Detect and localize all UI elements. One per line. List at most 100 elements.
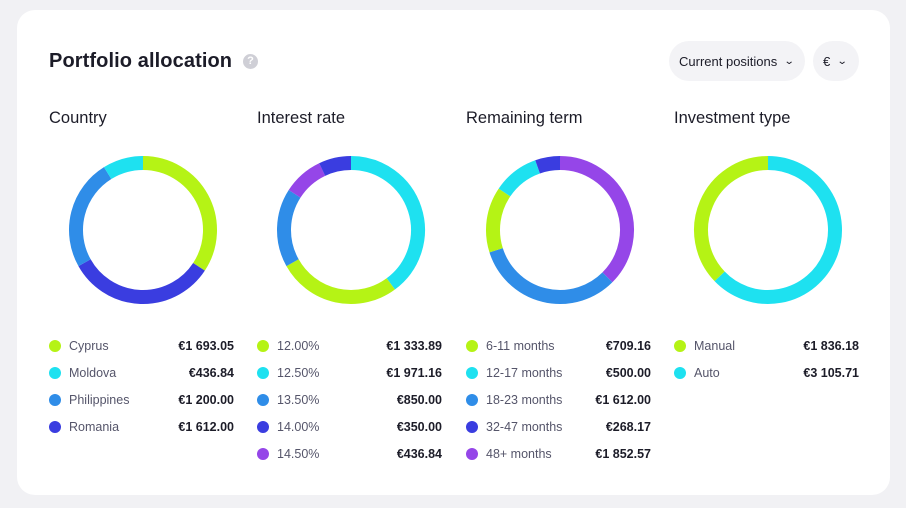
legend-value: €350.00: [396, 419, 442, 434]
legend-item[interactable]: 14.50% €436.84: [257, 440, 442, 467]
legend-value: €1 200.00: [178, 392, 234, 407]
donut-segment-12-17-months[interactable]: [498, 160, 541, 197]
legend-value: €500.00: [605, 365, 651, 380]
country-donut-chart: [69, 156, 217, 304]
legend-dot-icon: [257, 420, 269, 433]
legend-item[interactable]: Philippines €1 200.00: [49, 386, 234, 413]
donut-segment-philippines[interactable]: [69, 167, 112, 267]
legend-item[interactable]: 13.50% €850.00: [257, 386, 442, 413]
legend-value: €709.16: [605, 338, 651, 353]
legend-label: Romania: [69, 419, 120, 434]
donut-segment-cyprus[interactable]: [142, 156, 217, 271]
legend-item[interactable]: Romania €1 612.00: [49, 413, 234, 440]
legend-dot-icon: [466, 366, 478, 379]
legend-value: €1 693.05: [178, 338, 234, 353]
donut-segment-13-50[interactable]: [277, 190, 301, 267]
legend-label: 12.50%: [277, 365, 320, 380]
legend-value: €268.17: [605, 419, 651, 434]
legend-item[interactable]: Moldova €436.84: [49, 359, 234, 386]
legend-dot-icon: [49, 393, 61, 406]
positions-dropdown-label: Current positions: [679, 53, 778, 69]
legend-dot-icon: [257, 339, 269, 352]
donut-segment-18-23-months[interactable]: [489, 247, 613, 304]
legend-value: €1 852.57: [595, 446, 651, 461]
donut-segment-6-11-months[interactable]: [486, 188, 511, 253]
legend-item[interactable]: 32-47 months €268.17: [466, 413, 651, 440]
legend-dot-icon: [49, 420, 61, 433]
donut-segment-moldova[interactable]: [103, 156, 144, 180]
legend-dot-icon: [49, 339, 61, 352]
donut-segment-48-months[interactable]: [559, 156, 634, 283]
legend-item[interactable]: 14.00% €350.00: [257, 413, 442, 440]
legend-label: 32-47 months: [486, 419, 563, 434]
legend-value: €436.84: [188, 365, 234, 380]
donut-segment-manual[interactable]: [694, 156, 769, 282]
legend-dot-icon: [257, 393, 269, 406]
legend-value: €1 971.16: [386, 365, 442, 380]
legend-label: 18-23 months: [486, 392, 563, 407]
legend-dot-icon: [674, 339, 686, 352]
section-title: Country: [49, 109, 107, 127]
legend-item[interactable]: 12-17 months €500.00: [466, 359, 651, 386]
interest-rate-legend: 12.00% €1 333.89 12.50% €1 971.16 13.50% €850…: [257, 332, 442, 467]
donut-segment-32-47-months[interactable]: [535, 156, 561, 174]
legend-label: Philippines: [69, 392, 130, 407]
legend-value: €1 333.89: [386, 338, 442, 353]
legend-dot-icon: [49, 366, 61, 379]
donut-segment-14-00[interactable]: [319, 156, 352, 176]
investment-type-donut-chart: [694, 156, 842, 304]
currency-dropdown-label: €: [823, 53, 831, 69]
country-section: Country Cyprus €1 693.05 Moldova €436.84 Phi…: [49, 108, 249, 478]
country-legend: Cyprus €1 693.05 Moldova €436.84 Philippines…: [49, 332, 234, 440]
legend-dot-icon: [257, 366, 269, 379]
remaining-term-donut-chart: [486, 156, 634, 304]
legend-value: €1 836.18: [803, 338, 859, 353]
positions-dropdown[interactable]: Current positions ⌄: [669, 41, 805, 81]
legend-item[interactable]: 18-23 months €1 612.00: [466, 386, 651, 413]
chevron-down-icon: ⌄: [836, 55, 848, 67]
donut-segment-12-50[interactable]: [350, 156, 425, 290]
legend-label: 14.00%: [277, 419, 320, 434]
legend-label: Cyprus: [69, 338, 109, 353]
legend-item[interactable]: 6-11 months €709.16: [466, 332, 651, 359]
section-title: Interest rate: [257, 109, 346, 127]
interest-rate-section: Interest rate 12.00% €1 333.89 12.50% €1 97…: [257, 108, 457, 478]
chevron-down-icon: ⌄: [784, 55, 795, 67]
legend-dot-icon: [466, 339, 478, 352]
currency-dropdown[interactable]: € ⌄: [813, 41, 859, 81]
legend-item[interactable]: 12.50% €1 971.16: [257, 359, 442, 386]
legend-value: €1 612.00: [178, 419, 234, 434]
page-title: Portfolio allocation: [49, 50, 233, 72]
donut-segment-14-50[interactable]: [288, 163, 326, 198]
legend-label: Manual: [694, 338, 735, 353]
remaining-term-legend: 6-11 months €709.16 12-17 months €500.00 18-…: [466, 332, 651, 467]
remaining-term-section: Remaining term 6-11 months €709.16 12-17 m…: [466, 108, 666, 478]
interest-rate-donut-chart: [277, 156, 425, 304]
legend-label: 14.50%: [277, 446, 320, 461]
legend-dot-icon: [466, 393, 478, 406]
legend-label: 13.50%: [277, 392, 320, 407]
legend-dot-icon: [466, 420, 478, 433]
legend-label: Auto: [694, 365, 720, 380]
section-title: Investment type: [674, 109, 791, 127]
legend-value: €1 612.00: [595, 392, 651, 407]
donut-segment-romania[interactable]: [78, 259, 205, 304]
donut-segment-12-00[interactable]: [286, 259, 395, 304]
legend-item[interactable]: Auto €3 105.71: [674, 359, 859, 386]
legend-value: €3 105.71: [803, 365, 859, 380]
legend-item[interactable]: 12.00% €1 333.89: [257, 332, 442, 359]
legend-dot-icon: [674, 366, 686, 379]
legend-label: 6-11 months: [486, 338, 555, 353]
help-icon[interactable]: ?: [243, 54, 258, 69]
legend-label: 48+ months: [486, 446, 552, 461]
legend-item[interactable]: 48+ months €1 852.57: [466, 440, 651, 467]
legend-dot-icon: [466, 447, 478, 460]
legend-value: €436.84: [396, 446, 442, 461]
legend-value: €850.00: [396, 392, 442, 407]
legend-label: 12.00%: [277, 338, 320, 353]
legend-item[interactable]: Manual €1 836.18: [674, 332, 859, 359]
legend-dot-icon: [257, 447, 269, 460]
legend-item[interactable]: Cyprus €1 693.05: [49, 332, 234, 359]
investment-type-section: Investment type Manual €1 836.18 Auto €3 10…: [674, 108, 874, 478]
donut-segment-auto[interactable]: [714, 156, 842, 304]
